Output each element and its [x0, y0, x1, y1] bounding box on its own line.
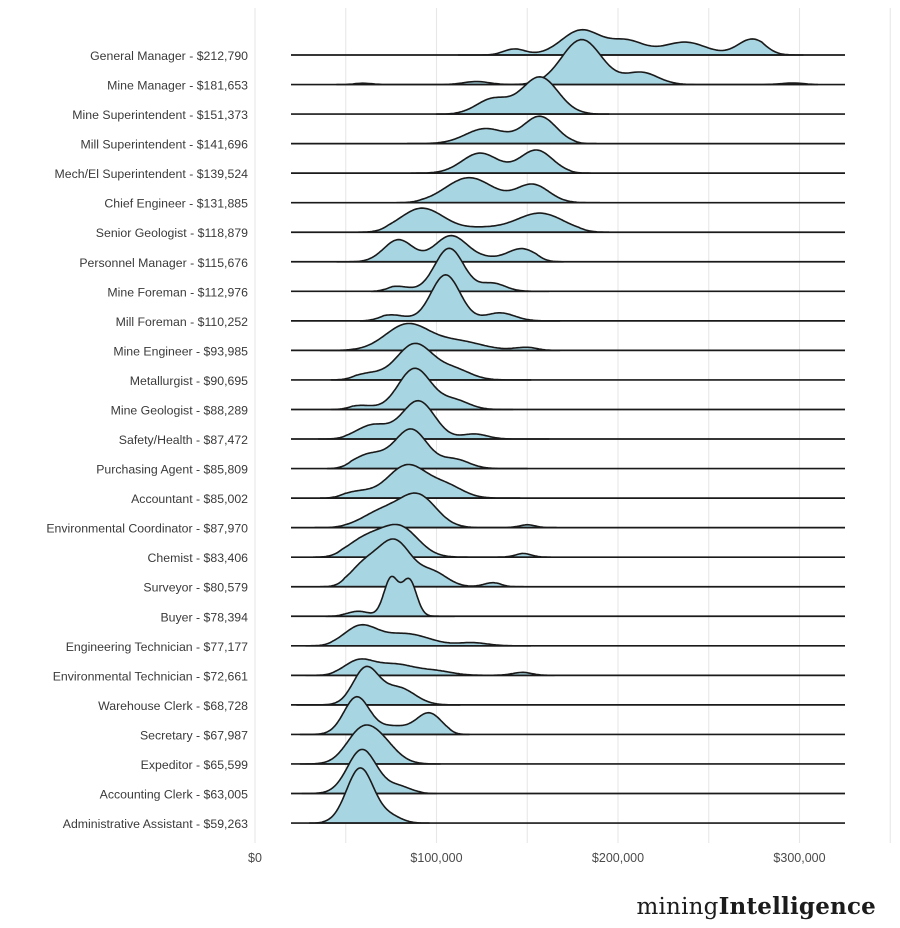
logo-regular-text: mining — [636, 894, 719, 920]
ridge-row: Accounting Clerk - $63,005 — [100, 748, 845, 802]
density-curve — [319, 538, 525, 588]
ridge-row: Buyer - $78,394 — [160, 575, 845, 624]
density-curve — [406, 115, 597, 145]
x-axis: $0 $100,000 $200,000 $300,000 — [248, 851, 826, 865]
ridge-row: Mill Foreman - $110,252 — [116, 274, 845, 329]
ridge-row: Mine Superintendent - $151,373 — [72, 76, 845, 122]
row-label: Mine Geologist - $88,289 — [111, 403, 249, 417]
row-label: Mill Foreman - $110,252 — [116, 315, 249, 329]
ridge-row: Warehouse Clerk - $68,728 — [98, 665, 845, 713]
row-label: Senior Geologist - $118,879 — [96, 226, 248, 240]
ridge-row: Safety/Health - $87,472 — [119, 399, 845, 447]
row-label: Expeditor - $65,599 — [141, 758, 248, 772]
row-label: Administrative Assistant - $59,263 — [63, 817, 248, 831]
density-curve — [359, 274, 561, 322]
density-curve — [312, 523, 552, 558]
density-curve — [410, 149, 592, 174]
row-label: General Manager - $212,790 — [90, 49, 248, 63]
density-curve — [435, 76, 610, 115]
row-label: Mine Superintendent - $151,373 — [72, 108, 248, 122]
ridge-row: Mech/El Superintendent - $139,524 — [55, 149, 845, 181]
ridge-row: Senior Geologist - $118,879 — [96, 207, 845, 240]
row-label: Chemist - $83,406 — [148, 551, 249, 565]
row-label: Mine Manager - $181,653 — [107, 79, 248, 93]
row-label: Personnel Manager - $115,676 — [79, 256, 248, 270]
density-curve — [357, 207, 610, 233]
ridge-row: Surveyor - $80,579 — [143, 538, 845, 595]
row-label: Chief Engineer - $131,885 — [104, 197, 248, 211]
row-label: Environmental Coordinator - $87,970 — [46, 522, 248, 536]
ridge-row: Mine Engineer - $93,985 — [113, 322, 845, 358]
row-label: Accounting Clerk - $63,005 — [100, 788, 248, 802]
density-curve — [308, 767, 430, 824]
density-curve — [299, 695, 470, 736]
ridge-row: Accountant - $85,002 — [131, 463, 845, 506]
density-curve — [305, 658, 556, 677]
ridge-row: Chief Engineer - $131,885 — [104, 176, 845, 211]
row-label: Safety/Health - $87,472 — [119, 433, 248, 447]
x-tick-label: $300,000 — [773, 851, 825, 865]
ridge-row: Mill Superintendent - $141,696 — [81, 115, 845, 152]
ridge-row: Mine Foreman - $112,976 — [107, 247, 845, 299]
ridge-row: Expeditor - $65,599 — [141, 724, 845, 772]
density-curve — [395, 176, 601, 204]
row-label: Purchasing Agent - $85,809 — [96, 463, 248, 477]
ridge-row: Chemist - $83,406 — [148, 523, 845, 565]
density-curve — [457, 28, 804, 56]
ridge-row: Purchasing Agent - $85,809 — [96, 428, 845, 477]
row-label: Mine Engineer - $93,985 — [113, 344, 248, 358]
density-curve — [319, 322, 561, 352]
ridge-row: General Manager - $212,790 — [90, 28, 845, 63]
density-curve — [330, 367, 514, 411]
row-label: Metallurgist - $90,695 — [130, 374, 248, 388]
row-label: Buyer - $78,394 — [160, 610, 248, 624]
density-curve — [319, 463, 521, 499]
x-tick-label: $100,000 — [410, 851, 462, 865]
row-label: Engineering Technician - $77,177 — [66, 640, 248, 654]
density-curve — [301, 748, 438, 795]
density-curve — [305, 623, 532, 647]
ridge-row: Administrative Assistant - $59,263 — [63, 767, 845, 831]
x-tick-label: $0 — [248, 851, 262, 865]
row-label: Secretary - $67,987 — [140, 728, 248, 742]
density-curve — [314, 492, 558, 529]
ridge-row: Mine Manager - $181,653 — [107, 38, 845, 93]
row-label: Surveyor - $80,579 — [143, 581, 248, 595]
row-label: Mill Superintendent - $141,696 — [81, 138, 249, 152]
ridge-row: Mine Geologist - $88,289 — [111, 367, 845, 417]
ridge-row: Metallurgist - $90,695 — [130, 342, 845, 388]
row-label: Mine Foreman - $112,976 — [107, 285, 248, 299]
mining-intelligence-logo: miningIntelligence — [636, 893, 876, 920]
logo-bold-text: Intelligence — [718, 893, 876, 920]
row-label: Environmental Technician - $72,661 — [53, 669, 248, 683]
row-label: Mech/El Superintendent - $139,524 — [55, 167, 249, 181]
density-curve — [299, 724, 441, 765]
ridge-row: Environmental Technician - $72,661 — [53, 658, 845, 683]
row-label: Warehouse Clerk - $68,728 — [98, 699, 248, 713]
x-tick-label: $200,000 — [592, 851, 644, 865]
ridge-row: Engineering Technician - $77,177 — [66, 623, 845, 654]
row-label: Accountant - $85,002 — [131, 492, 248, 506]
ridge-row: Secretary - $67,987 — [140, 695, 845, 742]
